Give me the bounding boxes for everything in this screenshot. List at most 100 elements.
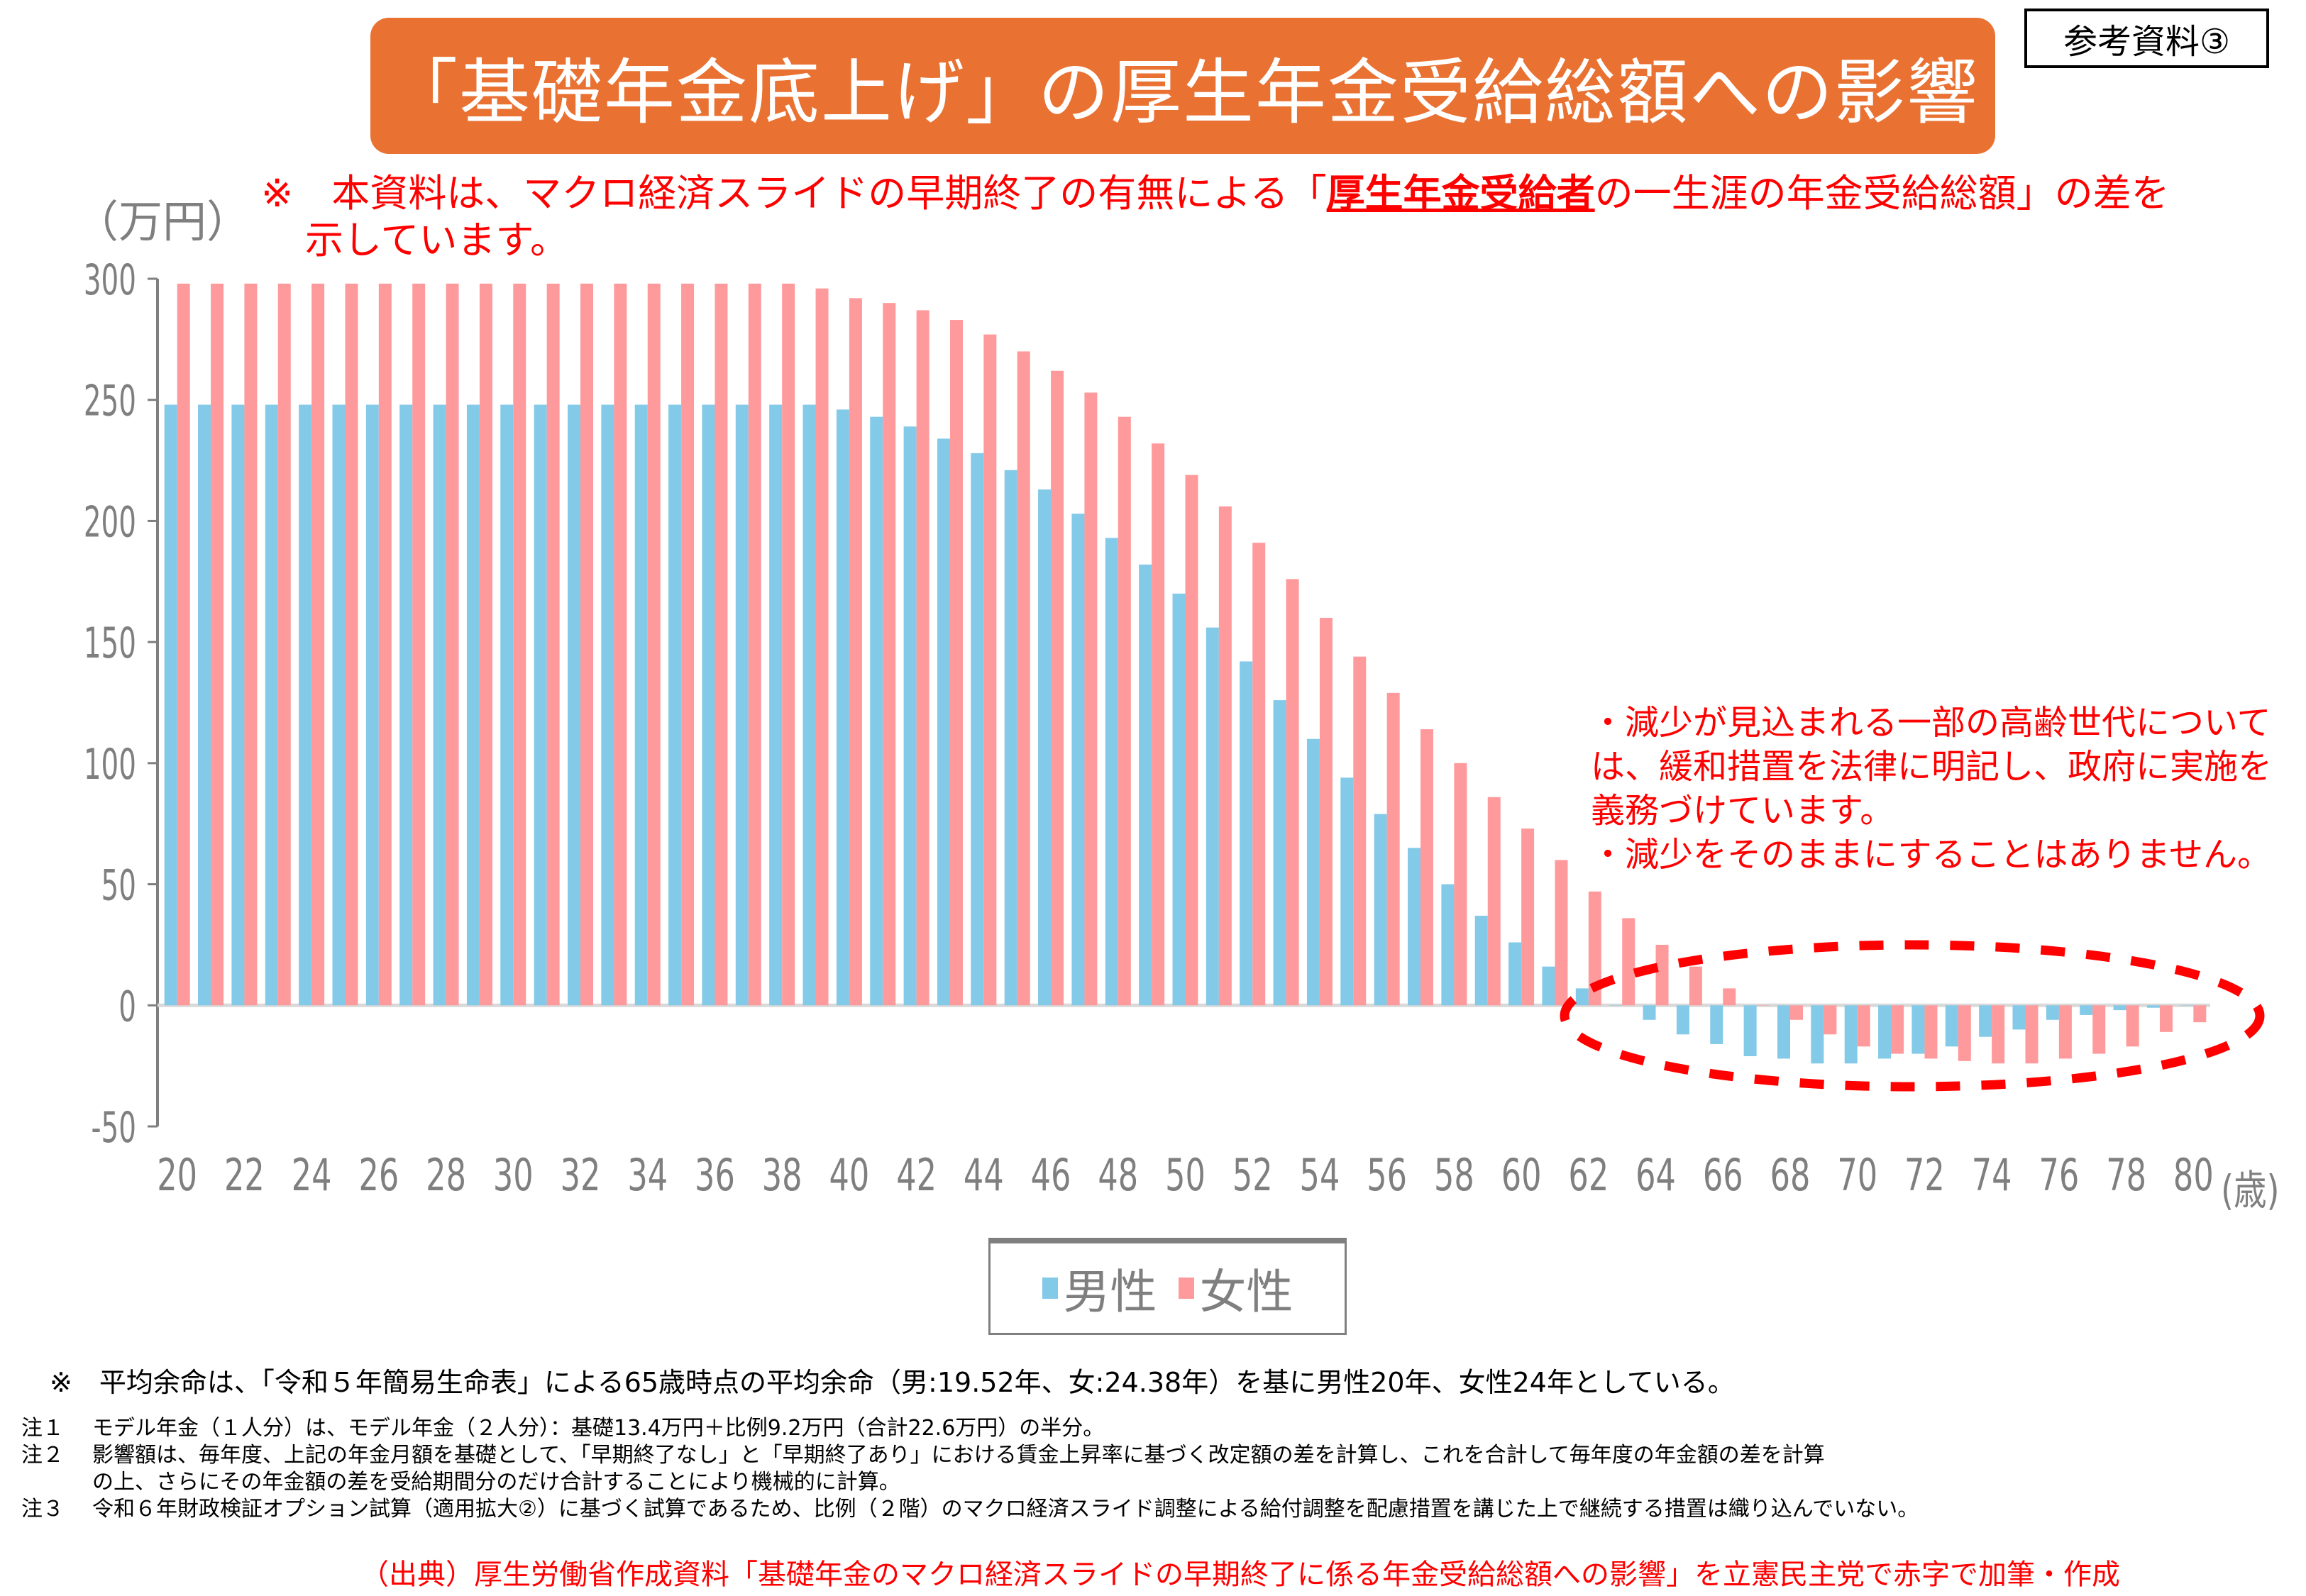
bar-female-44 bbox=[983, 334, 997, 1006]
bar-female-62 bbox=[1588, 891, 1601, 1006]
top-note-line2: 示しています。 bbox=[305, 218, 568, 262]
bar-male-22 bbox=[231, 404, 245, 1006]
bar-female-22 bbox=[244, 283, 258, 1006]
side-note: ・減少が見込まれる一部の高齢世代について は、緩和措置を法律に明記し、政府に実施… bbox=[1591, 701, 2272, 877]
bar-female-48 bbox=[1118, 416, 1131, 1006]
legend-label-female: 女性 bbox=[1199, 1265, 1293, 1319]
x-tick-label: 22 bbox=[224, 1150, 265, 1201]
y-tick-label: 300 bbox=[84, 255, 136, 305]
bar-male-25 bbox=[332, 404, 346, 1006]
bar-female-65 bbox=[1689, 966, 1702, 1006]
bar-female-54 bbox=[1319, 618, 1333, 1006]
bar-male-44 bbox=[971, 453, 984, 1006]
bar-male-63 bbox=[1609, 1005, 1623, 1006]
x-tick-label: 66 bbox=[1703, 1150, 1743, 1201]
source-citation: （出典）厚生労働省作成資料「基礎年金のマクロ経済スライドの早期終了に係る年金受給… bbox=[360, 1558, 2120, 1591]
footnote-2-cont: の上、さらにその年金額の差を受給期間分のだけ合計することにより機械的に計算。 bbox=[92, 1470, 900, 1495]
bar-male-21 bbox=[198, 404, 211, 1006]
y-tick-label: -50 bbox=[92, 1103, 136, 1153]
x-tick-label: 50 bbox=[1165, 1150, 1206, 1201]
bar-male-68 bbox=[1777, 1005, 1790, 1059]
bar-female-36 bbox=[715, 283, 728, 1006]
bar-male-43 bbox=[937, 438, 950, 1006]
bar-female-29 bbox=[479, 283, 492, 1006]
side-note-line: ・減少をそのままにすることはありません。 bbox=[1591, 835, 2272, 875]
bar-female-42 bbox=[916, 310, 929, 1006]
bar-female-79 bbox=[2159, 1005, 2173, 1032]
x-tick-label: 78 bbox=[2106, 1150, 2146, 1201]
bar-male-52 bbox=[1240, 661, 1253, 1006]
bar-female-28 bbox=[446, 283, 459, 1006]
bar-male-26 bbox=[365, 404, 379, 1006]
x-tick-label: 44 bbox=[964, 1150, 1004, 1201]
bar-male-39 bbox=[802, 404, 816, 1006]
footnote-life-expectancy: ※ 平均余命は、「令和５年簡易生命表」による65歳時点の平均余命（男:19.52… bbox=[50, 1367, 1735, 1398]
bar-female-77 bbox=[2092, 1005, 2106, 1054]
side-note-line: 義務づけています。 bbox=[1591, 791, 1894, 831]
side-note-line: は、緩和措置を法律に明記し、政府に実施を bbox=[1591, 747, 2273, 787]
top-note: ※ 本資料は、マクロ経済スライドの早期終了の有無による「厚生年金受給者の一生涯の… bbox=[261, 170, 2170, 264]
x-tick-label: 28 bbox=[426, 1150, 466, 1201]
bar-female-67 bbox=[1756, 1005, 1770, 1006]
bar-female-55 bbox=[1353, 656, 1367, 1006]
x-tick-label: 60 bbox=[1501, 1150, 1542, 1201]
bar-male-80 bbox=[2180, 1005, 2194, 1006]
y-tick-label: 200 bbox=[84, 497, 136, 547]
bar-female-24 bbox=[311, 283, 325, 1006]
bar-male-79 bbox=[2146, 1005, 2160, 1008]
y-tick-label: 150 bbox=[84, 619, 136, 668]
bar-male-50 bbox=[1172, 593, 1186, 1006]
bar-female-49 bbox=[1152, 443, 1165, 1006]
x-tick-label: 32 bbox=[561, 1150, 601, 1201]
bar-male-72 bbox=[1911, 1005, 1925, 1054]
bar-male-56 bbox=[1374, 814, 1387, 1006]
bar-male-35 bbox=[668, 404, 682, 1006]
bar-female-51 bbox=[1218, 506, 1232, 1006]
top-note-prefix: ※ 本資料は、マクロ経済スライドの早期終了の有無による「 bbox=[261, 171, 1327, 216]
y-tick-label: 50 bbox=[101, 860, 136, 910]
bar-male-24 bbox=[299, 404, 312, 1006]
page-title: 「基礎年金底上げ」の厚生年金受給総額への影響 bbox=[387, 50, 1979, 134]
bar-female-56 bbox=[1386, 692, 1400, 1006]
bar-male-42 bbox=[903, 426, 917, 1006]
x-tick-label: 38 bbox=[762, 1150, 802, 1201]
bar-female-20 bbox=[177, 283, 190, 1006]
bar-female-66 bbox=[1723, 988, 1736, 1006]
bar-male-71 bbox=[1878, 1005, 1892, 1059]
bar-female-40 bbox=[849, 298, 862, 1006]
bar-female-70 bbox=[1857, 1005, 1870, 1047]
bar-male-59 bbox=[1474, 915, 1488, 1006]
bar-male-70 bbox=[1844, 1005, 1858, 1064]
x-tick-label: 68 bbox=[1770, 1150, 1811, 1201]
bar-female-46 bbox=[1051, 370, 1064, 1006]
x-tick-label: 20 bbox=[157, 1150, 197, 1201]
bar-male-23 bbox=[265, 404, 278, 1006]
bar-female-27 bbox=[412, 283, 426, 1006]
x-tick-label: 58 bbox=[1434, 1150, 1474, 1201]
bar-female-58 bbox=[1454, 763, 1467, 1006]
bar-female-78 bbox=[2126, 1005, 2139, 1047]
x-tick-label: 36 bbox=[695, 1150, 735, 1201]
bar-male-41 bbox=[870, 416, 883, 1006]
legend-label-male: 男性 bbox=[1063, 1265, 1157, 1319]
bar-male-62 bbox=[1575, 988, 1589, 1006]
bar-female-47 bbox=[1084, 392, 1098, 1006]
x-tick-label: 70 bbox=[1837, 1150, 1877, 1201]
bar-female-53 bbox=[1286, 579, 1299, 1006]
x-tick-label: 48 bbox=[1098, 1150, 1138, 1201]
bar-female-39 bbox=[815, 288, 829, 1006]
bar-male-57 bbox=[1408, 848, 1421, 1006]
y-tick-label: 0 bbox=[118, 982, 136, 1031]
x-tick-label: 64 bbox=[1635, 1150, 1676, 1201]
bar-female-75 bbox=[2025, 1005, 2039, 1064]
bar-male-73 bbox=[1945, 1005, 1958, 1047]
legend-item-male: 男性 bbox=[1042, 1254, 1157, 1322]
legend-swatch-male bbox=[1042, 1278, 1058, 1299]
bar-male-75 bbox=[2012, 1005, 2026, 1030]
bar-female-69 bbox=[1824, 1005, 1837, 1035]
x-tick-label: 62 bbox=[1568, 1150, 1609, 1201]
bar-female-71 bbox=[1891, 1005, 1904, 1054]
bar-female-52 bbox=[1252, 543, 1266, 1006]
bar-male-34 bbox=[634, 404, 648, 1006]
bar-female-68 bbox=[1789, 1005, 1803, 1020]
